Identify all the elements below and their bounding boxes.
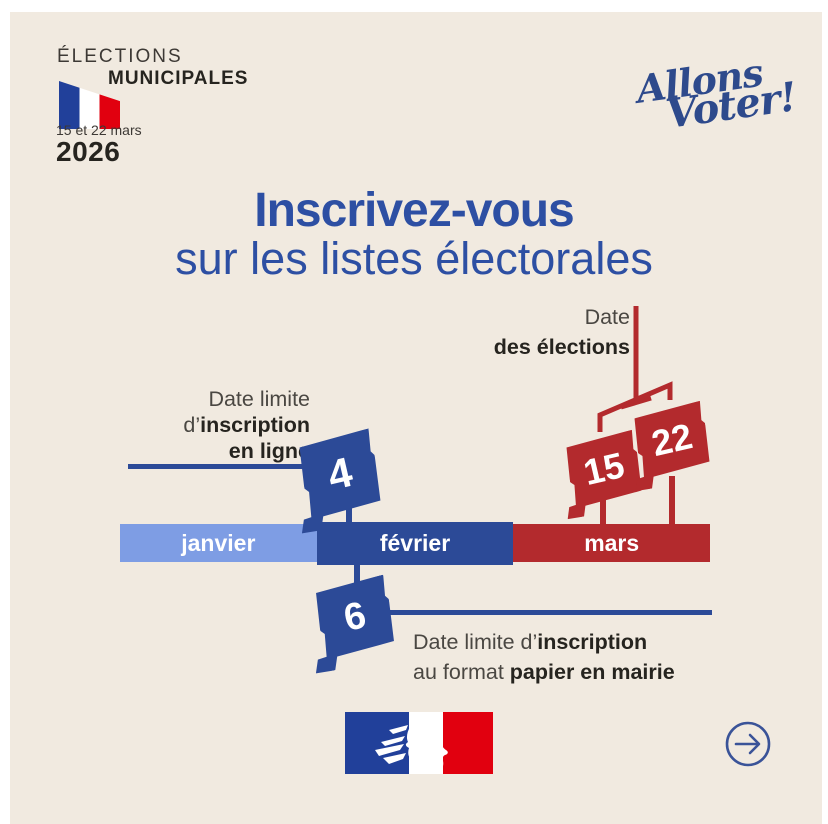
day22-tail-line: [669, 476, 675, 525]
paper-deadline-line2-bold: papier en mairie: [509, 660, 675, 684]
arrow-right-icon: [725, 721, 771, 767]
day4-tail-line: [346, 503, 352, 525]
month-label-mars: mars: [584, 529, 640, 556]
month-segment-fevrier: février: [316, 522, 514, 565]
paper-deadline-line2-prefix: au format: [413, 660, 510, 684]
election-dates-label: Date des élections: [430, 302, 630, 362]
brand-year-text: 2026: [56, 136, 121, 167]
page-title-line1: Inscrivez-vous: [254, 184, 574, 237]
paper-deadline-connector-line: [390, 610, 712, 615]
day15-tail-line: [600, 500, 606, 525]
election-dates-line2-bold: des élections: [493, 335, 630, 359]
paper-deadline-label: Date limite d’inscription au format papi…: [413, 627, 733, 687]
online-deadline-line1: Date limite: [208, 387, 310, 411]
online-deadline-line2-bold: inscription: [200, 413, 310, 437]
online-deadline-label: Date limite d’inscription en ligne: [126, 386, 310, 464]
online-deadline-line2-prefix: d’: [183, 413, 201, 437]
month-segment-janvier: janvier: [120, 524, 317, 562]
marianne-government-logo: [345, 712, 493, 774]
election-dates-fork-lines: [597, 306, 673, 432]
brand-dates-text: 15 et 22 mars: [56, 122, 142, 138]
paper-deadline-line1-bold: inscription: [537, 630, 648, 654]
next-arrow-button[interactable]: [724, 720, 772, 768]
online-deadline-connector-line: [128, 464, 312, 469]
day6-tail-line: [354, 561, 360, 589]
page-title-line2: sur les listes électorales: [175, 233, 653, 284]
online-deadline-line3-bold: en ligne: [228, 439, 310, 463]
brand-municipales-text: MUNICIPALES: [108, 68, 249, 89]
month-label-fevrier: février: [379, 530, 451, 556]
election-dates-line1: Date: [584, 305, 630, 329]
month-label-janvier: janvier: [181, 529, 256, 556]
paper-deadline-line1-prefix: Date limite d’: [413, 630, 538, 654]
timeline-bar: janvier février mars: [120, 522, 711, 565]
month-segment-mars: mars: [513, 524, 711, 562]
brand-elections-text: ÉLECTIONS: [57, 46, 183, 67]
